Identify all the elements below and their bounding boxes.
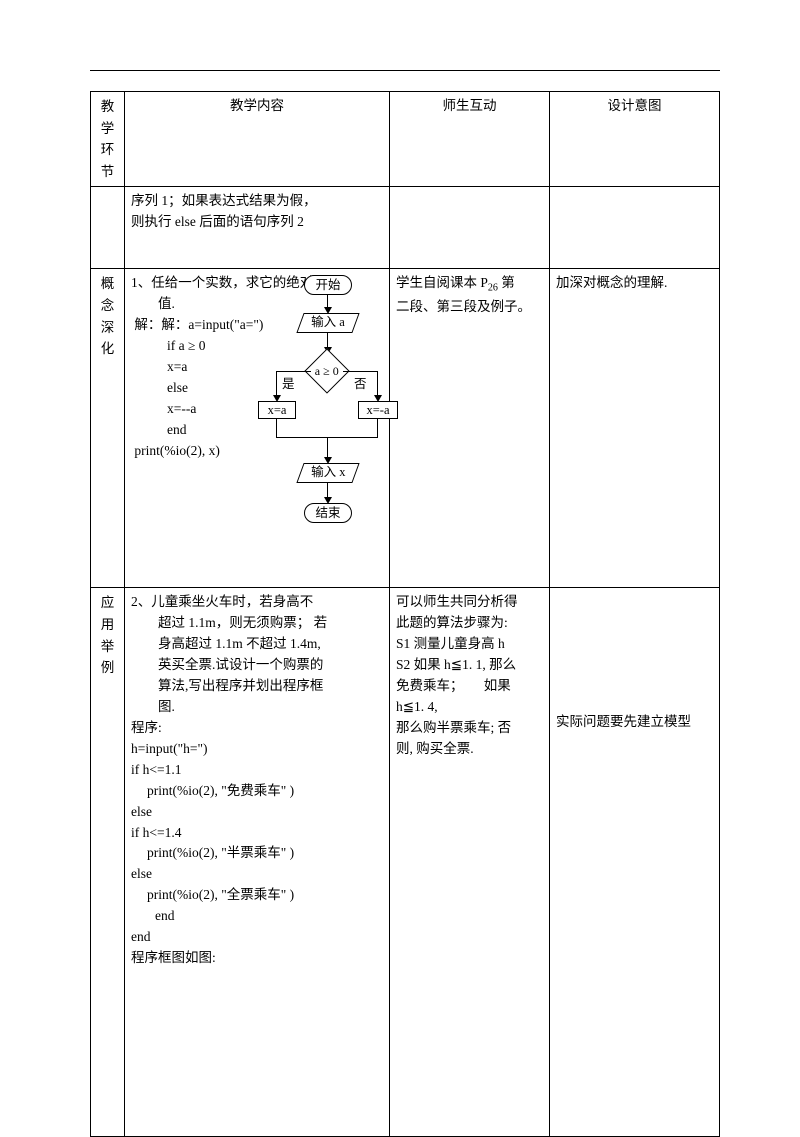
r3-pl5: if h<=1.4 (131, 823, 383, 844)
r3-pl8: print(%io(2), "全票乘车" ) (131, 885, 383, 906)
row2-int-l2: 二段、第三段及例子。 (396, 299, 531, 314)
r3-int-l7: 那么购半票乘车; 否 (396, 718, 543, 739)
header-interact: 师生互动 (390, 92, 550, 187)
row-concept: 概念深化 1、任给一个实数，求它的绝对 值. 解：解：a=input("a=")… (91, 269, 720, 588)
r3-pl7: else (131, 864, 383, 885)
code-l7: print(%io(2), x) (134, 443, 219, 458)
row-example: 应用举例 2、儿童乘坐火车时，若身高不 超过 1.1m，则无须购票； 若 身高超… (91, 588, 720, 1137)
r3-p1: 2、儿童乘坐火车时，若身高不 (131, 592, 383, 613)
row3-interact: 可以师生共同分析得 此题的算法步骤为: S1 测量儿童身高 h S2 如果 h≦… (390, 588, 550, 1137)
r3-p3: 身高超过 1.1m 不超过 1.4m, (131, 634, 383, 655)
r3-prog-footer: 程序框图如图: (131, 948, 383, 969)
row-continuation: 序列 1；如果表达式结果为假， 则执行 else 后面的语句序列 2 (91, 187, 720, 269)
row1-line1: 序列 1；如果表达式结果为假， (131, 191, 383, 212)
row2-stage: 概念深化 (91, 269, 125, 588)
r3-intent-text: 实际问题要先建立模型 (556, 712, 713, 733)
flowchart-abs: 开始 输入 a a ≥ 0 是 (276, 275, 396, 575)
r3-int-l3: S1 测量儿童身高 h (396, 634, 543, 655)
row2-int-sub: 26 (488, 283, 498, 294)
r3-int-l6: h≦1. 4, (396, 697, 543, 718)
row1-content: 序列 1；如果表达式结果为假， 则执行 else 后面的语句序列 2 (125, 187, 390, 269)
flow-xa: x=a (258, 401, 296, 419)
flow-yes-label: 是 (282, 375, 295, 394)
row2-intent: 加深对概念的理解. (550, 269, 720, 588)
r3-prog-label: 程序: (131, 718, 383, 739)
flow-input-a: 输入 a (296, 313, 359, 333)
flow-end: 结束 (304, 503, 352, 523)
row2-int-l1: 学生自阅课本 P (396, 275, 488, 290)
flow-output-x: 输入 x (296, 463, 359, 483)
top-rule (90, 70, 720, 71)
header-row: 教学环节 教学内容 师生互动 设计意图 (91, 92, 720, 187)
r3-p6: 图. (131, 697, 383, 718)
r3-pl3: print(%io(2), "免费乘车" ) (131, 781, 383, 802)
flow-no-label: 否 (354, 375, 367, 394)
row2-content: 1、任给一个实数，求它的绝对 值. 解：解：a=input("a=") if a… (125, 269, 390, 588)
flow-start: 开始 (304, 275, 352, 295)
r3-p4: 英买全票.试设计一个购票的 (131, 655, 383, 676)
header-intent: 设计意图 (550, 92, 720, 187)
row1-stage (91, 187, 125, 269)
r3-pl9: end (131, 906, 383, 927)
row2-int-l1b: 第 (498, 275, 515, 290)
r3-pl1: h=input("h=") (131, 739, 383, 760)
r3-pl2: if h<=1.1 (131, 760, 383, 781)
row1-interact (390, 187, 550, 269)
header-content: 教学内容 (125, 92, 390, 187)
row3-intent: 实际问题要先建立模型 (550, 588, 720, 1137)
header-stage-text: 教学环节 (101, 99, 115, 179)
r3-pl4: else (131, 802, 383, 823)
r3-p2: 超过 1.1m，则无须购票； 若 (131, 613, 383, 634)
r3-int-l4: S2 如果 h≦1. 1, 那么 (396, 655, 543, 676)
row2-interact: 学生自阅课本 P26 第 二段、第三段及例子。 (390, 269, 550, 588)
row2-stage-text: 概念深化 (97, 273, 118, 359)
r3-int-l8: 则, 购买全票. (396, 739, 543, 760)
r3-int-l1: 可以师生共同分析得 (396, 592, 543, 613)
flow-xna: x=-a (358, 401, 398, 419)
row3-content: 2、儿童乘坐火车时，若身高不 超过 1.1m，则无须购票； 若 身高超过 1.1… (125, 588, 390, 1137)
r3-int-l2: 此题的算法步骤为: (396, 613, 543, 634)
r3-pl6: print(%io(2), "半票乘车" ) (131, 843, 383, 864)
row1-intent (550, 187, 720, 269)
code-l1: 解：a=input("a=") (161, 317, 263, 332)
r3-int-l5: 免费乘车； 如果 (396, 676, 543, 697)
row1-line2: 则执行 else 后面的语句序列 2 (131, 212, 383, 233)
header-stage: 教学环节 (91, 92, 125, 187)
r3-p5: 算法,写出程序并划出程序框 (131, 676, 383, 697)
row3-stage: 应用举例 (91, 588, 125, 1137)
lesson-plan-table: 教学环节 教学内容 师生互动 设计意图 序列 1；如果表达式结果为假， 则执行 … (90, 91, 720, 1137)
row3-stage-text: 应用举例 (97, 592, 118, 678)
r3-pl10: end (131, 927, 383, 948)
